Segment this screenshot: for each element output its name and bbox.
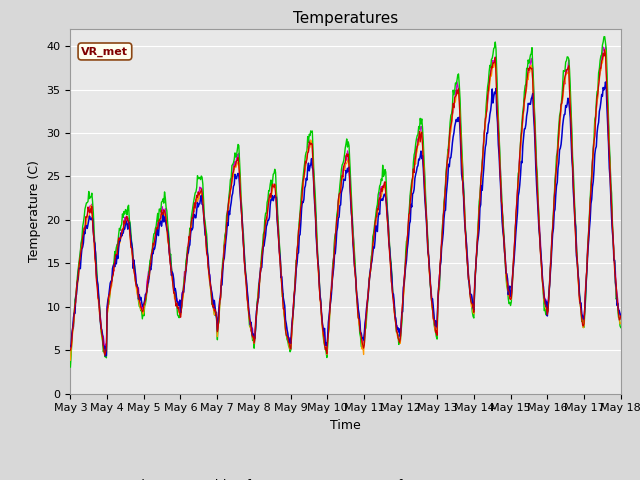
- X-axis label: Time: Time: [330, 419, 361, 432]
- Title: Temperatures: Temperatures: [293, 11, 398, 26]
- Y-axis label: Temperature (C): Temperature (C): [28, 160, 41, 262]
- Legend: Panel T, Old Ref Temp, AM25T Ref, HMP45 T, CNR1 PRT: Panel T, Old Ref Temp, AM25T Ref, HMP45 …: [72, 474, 620, 480]
- Text: VR_met: VR_met: [81, 47, 129, 57]
